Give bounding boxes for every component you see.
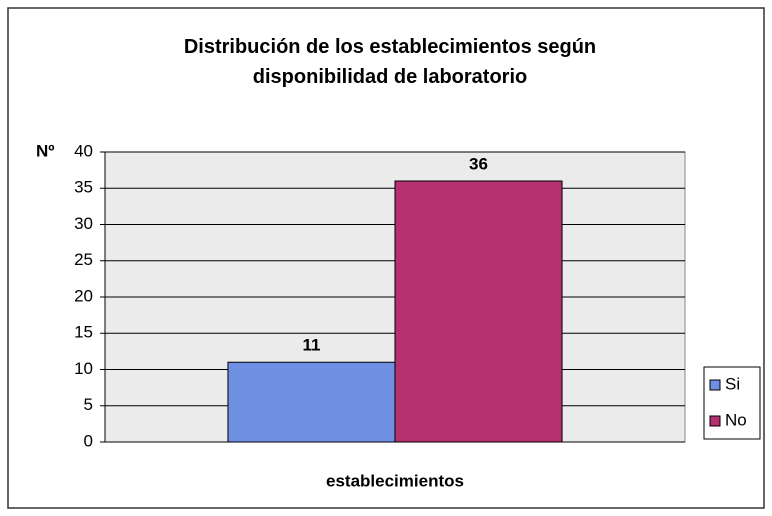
chart-title: Distribución de los establecimientos seg… [183, 36, 597, 88]
y-tick-label: 40 [74, 141, 93, 160]
y-tick-label: 30 [74, 214, 93, 233]
y-tick-label: 15 [74, 323, 93, 342]
legend-box [703, 366, 761, 440]
bar [227, 361, 396, 443]
y-tick-label: 25 [74, 250, 93, 269]
data-label: 11 [302, 336, 320, 355]
legend-label: No [725, 410, 747, 429]
y-tick-label: 0 [84, 431, 93, 450]
legend-swatch [709, 415, 721, 427]
data-label: 36 [469, 154, 488, 173]
y-tick-label: 35 [74, 178, 93, 197]
y-tick-label: 20 [74, 286, 93, 305]
y-axis-label: Nº [36, 141, 55, 160]
y-tick-label: 10 [74, 359, 93, 378]
y-tick-label: 5 [84, 395, 93, 414]
bar [394, 180, 563, 443]
legend-label: Si [725, 374, 740, 393]
x-tick-label: establecimientos [326, 471, 464, 490]
legend-swatch [709, 379, 721, 391]
